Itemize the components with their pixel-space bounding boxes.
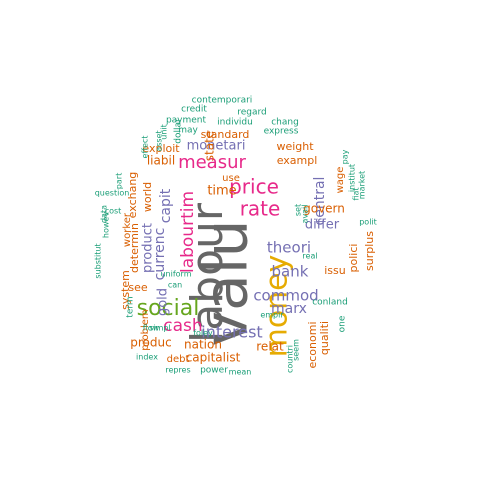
word-economi: economi: [306, 321, 319, 368]
word-gold: gold: [156, 288, 171, 316]
word-nation: nation: [184, 338, 222, 352]
word-rate: rate: [240, 197, 281, 221]
word-exploit: exploit: [142, 142, 180, 155]
word-dollar: dollar: [174, 118, 184, 144]
word-empir: empir: [260, 311, 284, 320]
word-see: see: [128, 281, 147, 294]
word-product: product: [141, 223, 156, 273]
word-labourtim: labourtim: [178, 191, 198, 273]
word-individu: individu: [217, 118, 253, 128]
word-produc: produc: [130, 336, 171, 350]
word-marx: marx: [271, 301, 307, 317]
word-theori: theori: [267, 239, 311, 257]
word-time: time: [207, 184, 236, 199]
word-valu: valu: [192, 220, 262, 347]
word-seem: seem: [292, 339, 301, 361]
word-data: data: [100, 205, 109, 223]
word-substitut: substitut: [94, 243, 103, 278]
word-standard: standard: [201, 128, 250, 141]
word-credit: credit: [181, 105, 207, 115]
word-issu: issu: [324, 264, 346, 277]
word-weight: weight: [276, 140, 314, 153]
word-one: one: [338, 315, 348, 332]
word-power: power: [200, 366, 228, 376]
word-govern: govern: [303, 202, 345, 216]
word-money: money: [260, 255, 295, 358]
word-monetari: monetari: [187, 139, 246, 154]
word-determin: determin: [128, 223, 141, 273]
word-real: real: [302, 252, 317, 261]
word-problem: problem: [140, 309, 151, 350]
word-can: can: [168, 281, 182, 290]
word-polici: polici: [347, 244, 360, 273]
word-set: set: [294, 204, 303, 216]
word-countri: countri: [286, 345, 295, 373]
word-differ: differ: [305, 218, 340, 233]
word-exampl: exampl: [277, 154, 318, 167]
word-part: part: [115, 173, 124, 189]
word-debt: debt: [167, 354, 190, 365]
word-cash: cash: [163, 316, 202, 336]
word-term: term: [126, 296, 136, 317]
word-fiat: fiat: [352, 187, 361, 200]
word-asset: asset: [155, 130, 164, 151]
word-interest: interest: [201, 323, 262, 342]
word-foley: foley: [193, 329, 213, 338]
word-price: price: [229, 175, 279, 199]
word-conland: conland: [312, 298, 348, 308]
word-currenc: currenc: [152, 228, 168, 281]
word-may: may: [178, 126, 198, 136]
word-qualiti: qualiti: [318, 321, 331, 355]
word-effect: effect: [141, 136, 150, 159]
word-simpl: simpl: [149, 324, 170, 333]
word-institut: institut: [348, 164, 357, 192]
word-payment: payment: [166, 116, 207, 126]
word-mean: mean: [229, 368, 252, 377]
word-market: market: [358, 171, 367, 199]
word-system: system: [119, 270, 132, 310]
word-regard: regard: [237, 108, 267, 118]
word-central: central: [312, 177, 328, 226]
word-capit: capit: [158, 188, 174, 223]
word-express: express: [264, 127, 299, 137]
word-polit: polit: [359, 218, 377, 227]
word-commod: commod: [253, 287, 318, 305]
word-capitalist: capitalist: [186, 351, 241, 365]
word-state: state: [203, 131, 217, 161]
word-worker: worker: [122, 212, 133, 247]
word-chang: chang: [271, 118, 299, 128]
word-liabil: liabil: [147, 154, 175, 168]
word-social: social: [137, 296, 200, 321]
word-surplus: surplus: [363, 231, 376, 271]
word-howev: howev: [102, 212, 111, 238]
word-index: index: [136, 353, 158, 362]
word-uniform: uniform: [160, 270, 191, 279]
word-labour: labour: [182, 202, 233, 343]
word-bank: bank: [272, 263, 309, 281]
word-world: world: [141, 182, 154, 212]
word-measur: measur: [178, 152, 246, 173]
word-flow: flow: [143, 324, 160, 333]
word-repres: repres: [165, 366, 190, 375]
word-use: use: [222, 173, 240, 184]
word-exchang: exchang: [126, 172, 139, 219]
word-avail: avail: [301, 205, 310, 224]
word-unit: unit: [160, 124, 169, 140]
word-pay: pay: [341, 149, 350, 164]
word-wage: wage: [335, 167, 346, 194]
word-relat: relat: [256, 340, 284, 354]
word-question: question: [95, 189, 130, 198]
word-contemporari: contemporari: [192, 96, 253, 106]
word-cost: cost: [105, 207, 122, 216]
